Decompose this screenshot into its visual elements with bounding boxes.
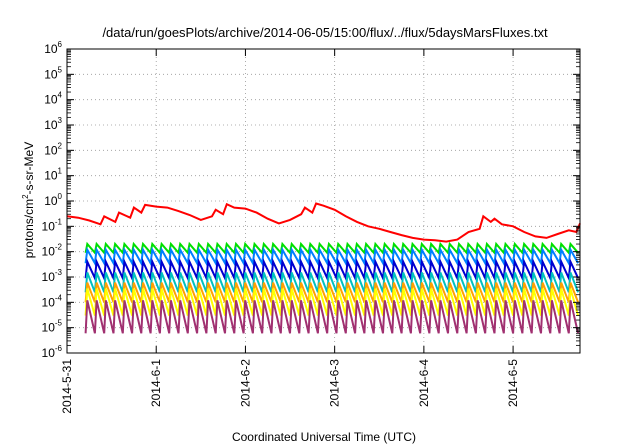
x-tick-label: 2014-6-2 — [238, 359, 252, 407]
y-tick-label: 10-1 — [42, 217, 63, 233]
series-line — [84, 300, 580, 334]
x-tick-label: 2014-6-4 — [417, 359, 431, 407]
y-tick-label: 10-6 — [42, 344, 63, 360]
grid-lines — [67, 49, 580, 353]
y-tick-label: 105 — [44, 65, 62, 81]
y-tick-labels: 10-6 10-5 10-4 10-3 10-2 10-1 100 101 102 103 104 1… — [42, 40, 63, 360]
y-tick-label: 103 — [44, 116, 62, 132]
y-tick-label: 10-3 — [42, 268, 63, 284]
x-axis-title: Coordinated Universal Time (UTC) — [232, 430, 416, 444]
x-tick-label: 2014-6-1 — [149, 359, 163, 407]
y-tick-label: 102 — [44, 141, 62, 157]
series-line — [84, 257, 580, 282]
series-lines — [66, 202, 581, 334]
series-line — [66, 202, 581, 243]
x-tick-label: 2014-6-3 — [328, 359, 342, 407]
tick-marks — [66, 48, 580, 354]
y-tick-label: 10-4 — [42, 293, 63, 309]
x-tick-label: 2014-6-5 — [506, 359, 520, 407]
chart-title: /data/run/goesPlots/archive/2014-06-05/1… — [102, 25, 548, 40]
y-tick-label: 10-5 — [42, 319, 63, 335]
y-tick-label: 106 — [44, 40, 62, 56]
x-tick-label: 2014-5-31 — [60, 359, 74, 414]
y-tick-label: 104 — [44, 91, 62, 107]
y-axis-title: protons/cm2-s-sr-MeV — [21, 142, 36, 258]
y-tick-label: 101 — [44, 167, 62, 183]
series-line — [84, 246, 579, 267]
y-tick-label: 10-2 — [42, 243, 63, 259]
y-tick-label: 100 — [44, 192, 62, 208]
series-line — [84, 241, 579, 256]
x-tick-labels: 2014-5-31 2014-6-1 2014-6-2 2014-6-3 2014-6-… — [60, 359, 520, 414]
